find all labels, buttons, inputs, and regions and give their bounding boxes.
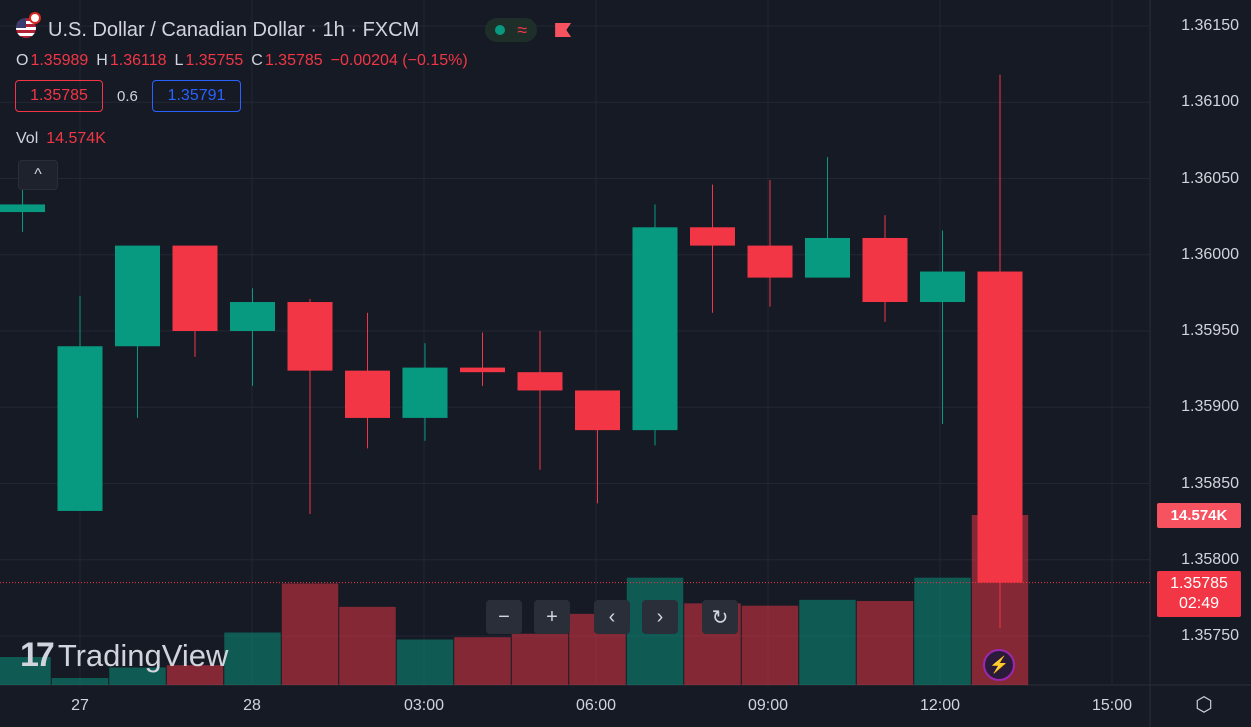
candle-body (517, 372, 563, 391)
tradingview-logo[interactable]: 17 TradingView (20, 636, 228, 675)
high-label: H (96, 52, 108, 69)
settings-gear-icon[interactable]: ⬡ (1195, 694, 1213, 716)
volume-bar (51, 678, 109, 685)
close-value: 1.35785 (264, 52, 323, 69)
volume-value: 14.574K (46, 130, 106, 147)
candle-body (287, 302, 333, 371)
volume-bar (914, 577, 971, 685)
open-value: 1.35989 (30, 52, 89, 69)
price-tick-label: 1.36050 (1181, 169, 1239, 187)
time-tick-label: 06:00 (575, 697, 617, 714)
price-tick-label: 1.35900 (1181, 398, 1239, 416)
volume-badge: 14.574K (1157, 503, 1241, 528)
price-tick-label: 1.35800 (1181, 550, 1239, 568)
volume-bar (741, 605, 799, 685)
volume-bar (856, 601, 914, 685)
volume-bar (0, 657, 51, 685)
volume-bar (511, 633, 569, 685)
volume-bar (224, 632, 281, 685)
candle-body (115, 245, 160, 347)
time-tick-label: 28 (243, 697, 261, 714)
candle-body (920, 271, 965, 303)
candle-body (460, 367, 505, 373)
price-tick-label: 1.36100 (1181, 93, 1239, 111)
volume-label: Vol (16, 130, 39, 147)
candle-body (632, 227, 678, 431)
spread-value: 0.6 (117, 88, 138, 105)
flag-icon[interactable] (555, 23, 572, 37)
volume-bar (339, 606, 396, 685)
lightning-button[interactable]: ⚡ (983, 649, 1015, 681)
price-tick-label: 1.36000 (1181, 245, 1239, 263)
volume-bar (109, 667, 166, 685)
time-tick-label: 09:00 (747, 697, 789, 714)
candle-body (0, 204, 45, 213)
chevron-up-icon: ^ (34, 166, 42, 183)
price-tick-label: 1.36150 (1181, 17, 1239, 34)
volume-bar (396, 639, 454, 685)
low-label: L (174, 52, 184, 69)
candle-body (57, 346, 103, 511)
canada-flag-icon (29, 12, 41, 24)
sell-price: 1.35785 (30, 87, 88, 104)
sell-price-button[interactable]: 1.35785 (15, 80, 103, 112)
market-status-pill[interactable]: ≈ (485, 18, 538, 42)
volume-legend[interactable]: Vol 14.574K (16, 130, 106, 148)
buy-price-button[interactable]: 1.35791 (152, 80, 241, 112)
lightning-icon: ⚡ (989, 657, 1009, 674)
low-value: 1.35755 (185, 52, 244, 69)
buy-price: 1.35791 (167, 87, 226, 104)
wave-icon: ≈ (517, 20, 528, 40)
candle-body (690, 227, 735, 246)
candle-body (345, 370, 390, 418)
symbol-title: U.S. Dollar / Canadian Dollar · 1h · FXC… (48, 18, 420, 41)
candle-body (977, 271, 1023, 583)
change-value: −0.00204 (−0.15%) (330, 52, 468, 69)
ohlc-values: O 1.35989 H 1.36118 L 1.35755 C 1.35785 −0.0… (16, 52, 468, 70)
high-value: 1.36118 (109, 52, 167, 69)
last-price-badge: 1.35785 02:49 (1157, 571, 1241, 617)
time-tick-label: 15:00 (1091, 697, 1133, 714)
zoom-in-button[interactable]: + (534, 600, 570, 634)
candle-body (575, 390, 620, 431)
tradingview-logo-icon: 17 (20, 636, 55, 674)
candle-body (862, 237, 908, 303)
symbol-legend[interactable]: U.S. Dollar / Canadian Dollar · 1h · FXC… (16, 12, 572, 42)
candle-body (747, 245, 793, 278)
scroll-right-button[interactable]: › (642, 600, 678, 634)
last-price-value: 1.35785 (1170, 575, 1228, 592)
scroll-left-button[interactable]: ‹ (594, 600, 630, 634)
price-tick-label: 1.35850 (1181, 474, 1239, 492)
close-label: C (251, 52, 263, 69)
candle-body (805, 237, 850, 278)
bar-countdown: 02:49 (1178, 595, 1220, 612)
price-tick-label: 1.35950 (1181, 322, 1239, 339)
collapse-legend-button[interactable]: ^ (18, 160, 58, 190)
price-tick-label: 1.35750 (1181, 627, 1239, 644)
candle-body (230, 302, 275, 331)
time-tick-label: 12:00 (919, 697, 961, 714)
volume-bar (799, 599, 856, 685)
logo-text: TradingView (57, 637, 229, 673)
candle-body (172, 245, 218, 331)
open-label: O (16, 52, 29, 69)
volume-bar (454, 637, 511, 685)
candles (0, 74, 1023, 629)
time-tick-label: 03:00 (403, 697, 445, 714)
market-open-dot-icon (495, 25, 506, 35)
volume-bar (166, 665, 224, 685)
candle-body (402, 367, 448, 418)
volume-bar (281, 583, 339, 685)
time-tick-label: 27 (71, 697, 89, 714)
currency-flags-icon (16, 12, 41, 42)
reset-chart-button[interactable]: ↻ (702, 600, 738, 634)
zoom-out-button[interactable]: − (486, 600, 522, 634)
